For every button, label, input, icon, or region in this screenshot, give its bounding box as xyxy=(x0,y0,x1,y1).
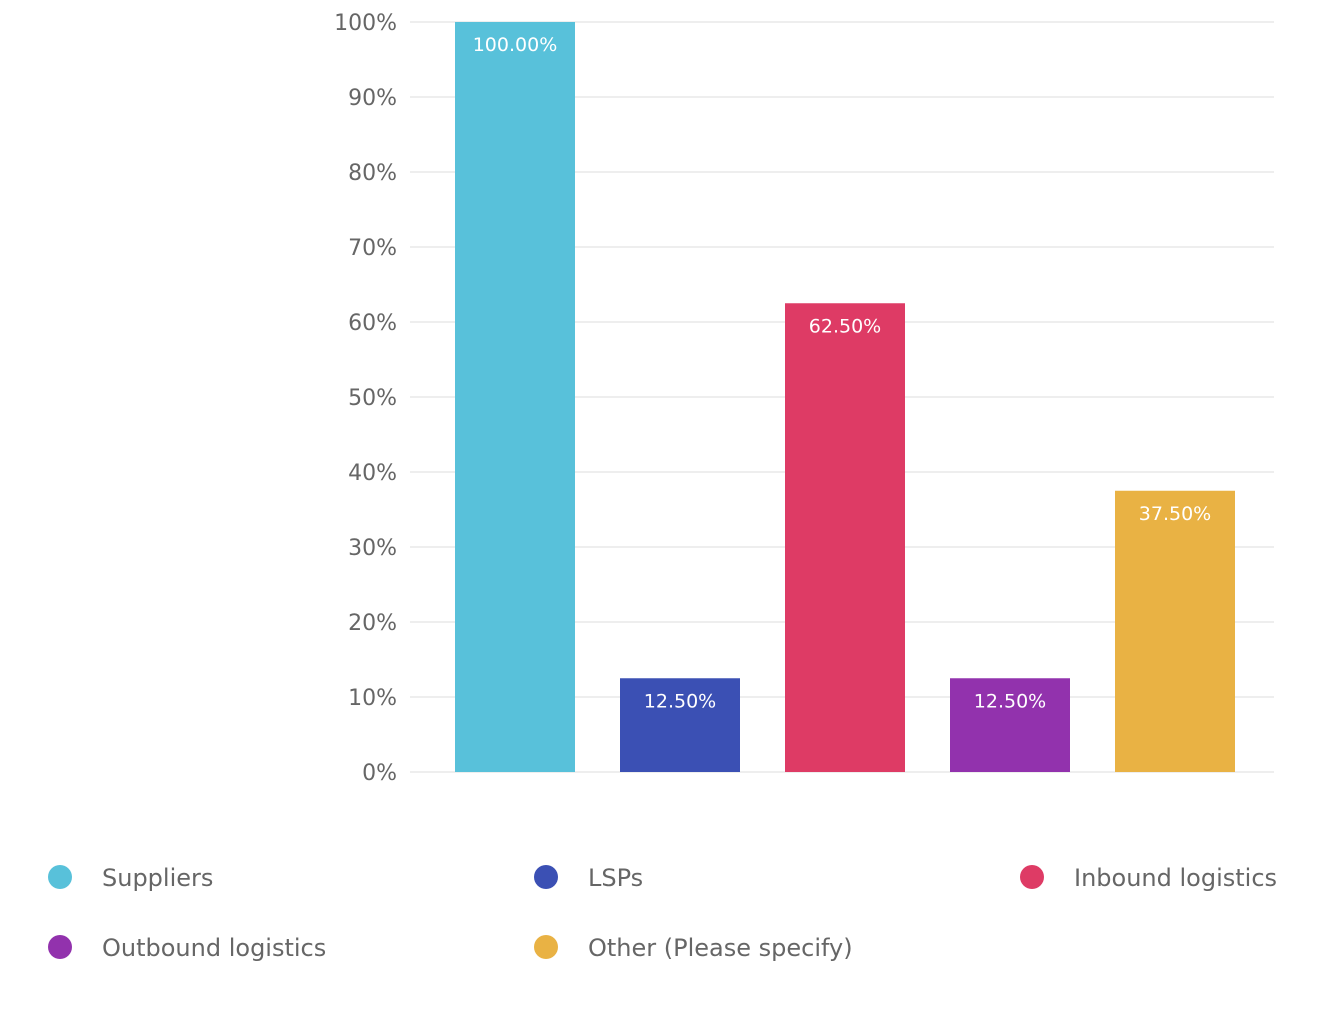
legend-label: Inbound logistics xyxy=(1074,864,1277,892)
y-axis: 0% 10% 20% 30% 40% 50% 60% 70% 80% 90% 100% xyxy=(334,11,397,786)
y-tick-label: 90% xyxy=(348,86,397,111)
legend-dot-icon xyxy=(1020,865,1044,889)
bar-value-label: 12.50% xyxy=(644,690,716,712)
bar-3[interactable] xyxy=(785,303,905,772)
bar-value-label: 62.50% xyxy=(809,315,881,337)
data-labels: 100.00% 12.50% 62.50% 12.50% 37.50% xyxy=(473,34,1212,712)
legend-dot-icon xyxy=(48,935,72,959)
y-tick-label: 0% xyxy=(362,761,397,786)
y-tick-label: 30% xyxy=(348,536,397,561)
legend-item[interactable]: Inbound logistics xyxy=(1020,864,1277,892)
legend-dot-icon xyxy=(48,865,72,889)
legend-item[interactable]: LSPs xyxy=(534,864,643,892)
legend-label: LSPs xyxy=(588,864,643,892)
bar-value-label: 37.50% xyxy=(1139,503,1211,525)
bar-value-label: 100.00% xyxy=(473,34,558,56)
y-tick-label: 80% xyxy=(348,161,397,186)
y-tick-label: 10% xyxy=(348,686,397,711)
legend: Suppliers LSPs Inbound logistics Outbound l… xyxy=(48,864,1277,962)
y-tick-label: 50% xyxy=(348,386,397,411)
legend-label: Outbound logistics xyxy=(102,934,326,962)
bar-4[interactable] xyxy=(950,678,1070,772)
bar-value-label: 12.50% xyxy=(974,690,1046,712)
legend-item[interactable]: Outbound logistics xyxy=(48,934,326,962)
y-tick-label: 100% xyxy=(334,11,397,36)
y-tick-label: 40% xyxy=(348,461,397,486)
bars xyxy=(455,22,1235,772)
legend-item[interactable]: Other (Please specify) xyxy=(534,934,853,962)
legend-dot-icon xyxy=(534,935,558,959)
bar-1[interactable] xyxy=(455,22,575,772)
y-tick-label: 60% xyxy=(348,311,397,336)
bar-2[interactable] xyxy=(620,678,740,772)
bar-5[interactable] xyxy=(1115,490,1235,772)
legend-item[interactable]: Suppliers xyxy=(48,864,213,892)
legend-label: Other (Please specify) xyxy=(588,934,853,962)
y-tick-label: 70% xyxy=(348,236,397,261)
legend-label: Suppliers xyxy=(102,864,213,892)
y-tick-label: 20% xyxy=(348,611,397,636)
legend-dot-icon xyxy=(534,865,558,889)
